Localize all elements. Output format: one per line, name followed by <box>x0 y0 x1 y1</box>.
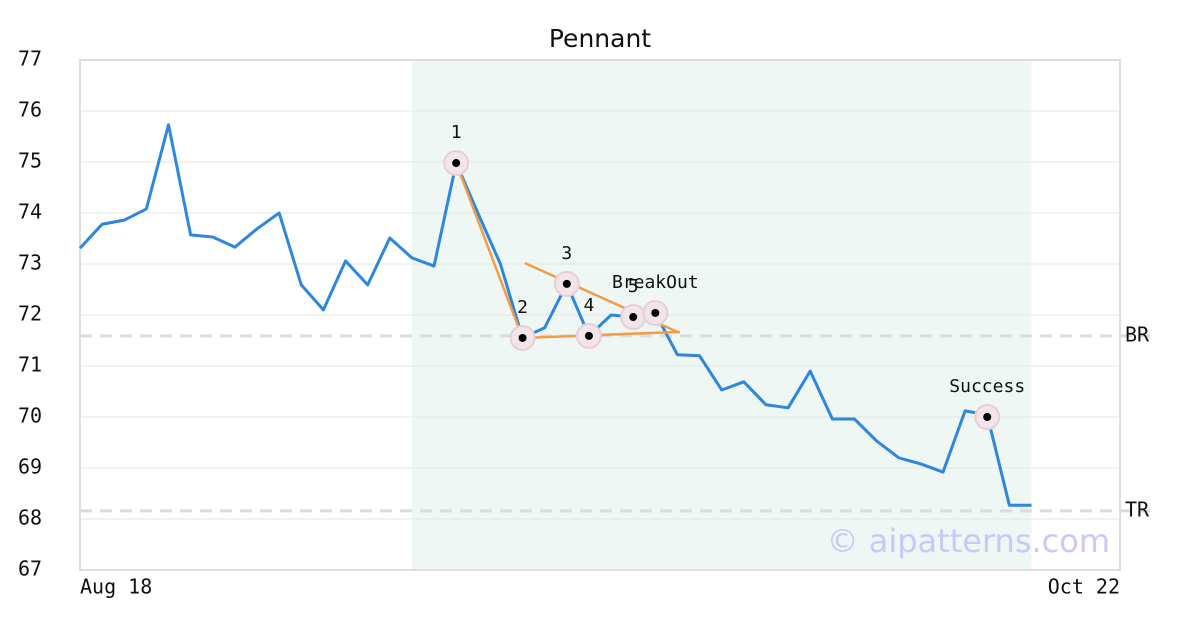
y-tick-label: 70 <box>18 404 42 428</box>
point-label: 1 <box>451 122 462 143</box>
y-tick-label: 75 <box>18 149 42 173</box>
price-line <box>78 123 1032 507</box>
point-dot <box>651 308 660 317</box>
point-label: 5 <box>628 276 639 297</box>
x-tick-label: Oct 22 <box>1048 575 1120 599</box>
reference-label: TR <box>1125 497 1150 521</box>
y-tick-label: 73 <box>18 251 42 275</box>
reference-label: BR <box>1125 322 1150 346</box>
trendline <box>455 162 524 339</box>
y-tick-label: 69 <box>18 455 42 479</box>
x-tick-label: Aug 18 <box>80 575 152 599</box>
point-label: 3 <box>561 243 572 264</box>
point-dot <box>983 413 992 421</box>
point-dot <box>518 333 527 342</box>
y-tick-label: 76 <box>18 98 42 122</box>
plot-frame <box>79 59 1121 571</box>
watermark: © aipatterns.com <box>827 522 1110 560</box>
point-dot <box>584 331 593 340</box>
point-dot <box>452 159 461 168</box>
y-tick-label: 71 <box>18 353 42 377</box>
point-dot <box>629 313 638 322</box>
point-label: 4 <box>584 295 595 316</box>
point-label: 2 <box>517 297 528 318</box>
point-dot <box>562 279 571 288</box>
y-tick-label: 72 <box>18 302 42 326</box>
chart-title: Pennant <box>549 24 651 53</box>
y-tick-label: 68 <box>18 506 42 530</box>
y-tick-label: 67 <box>18 557 42 581</box>
y-tick-label: 77 <box>18 47 42 71</box>
point-label: Success <box>949 376 1025 397</box>
y-tick-label: 74 <box>18 200 42 224</box>
point-label: BreakOut <box>612 272 699 293</box>
